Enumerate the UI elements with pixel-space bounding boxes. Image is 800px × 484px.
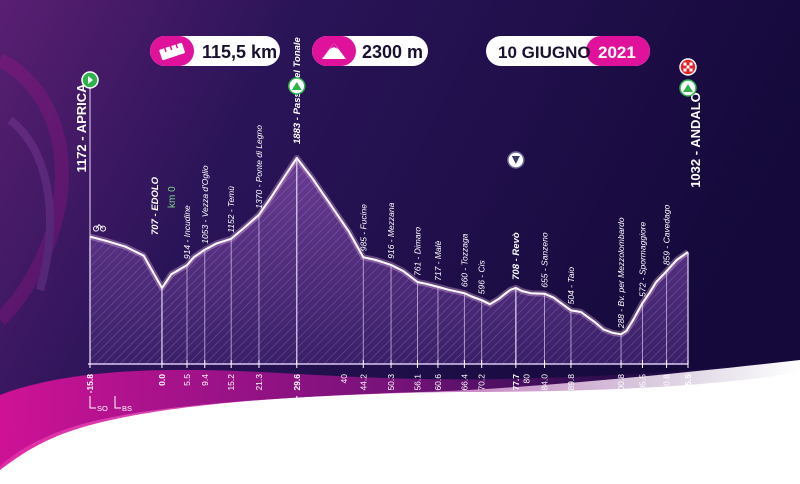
- km-tick-label: 80: [521, 374, 531, 384]
- km-tick-label: 15.2: [226, 374, 236, 391]
- km-ticks: -15.8 0.0 5.5 9.4 15.2 21.3 29.6 40 44.2 50.3 56.1…: [85, 374, 693, 396]
- direction-arrow: [89, 396, 96, 409]
- km-tick-label: 0.0: [157, 374, 167, 386]
- date-text: 10 GIUGNO: [498, 43, 591, 62]
- checker-square: [686, 65, 690, 69]
- location-label: 504 - Taio: [566, 267, 576, 305]
- location-label: 288 - Bv. per Mezzolombardo: [616, 217, 626, 329]
- location-label: 707 - EDOLO: [150, 176, 161, 235]
- km-tick-label: 9.4: [200, 374, 210, 386]
- checker-square: [689, 62, 693, 66]
- direction-label: TN: [304, 404, 314, 413]
- location-label: 596 - Cis: [477, 259, 487, 294]
- location-label: 660 - Tozzaga: [459, 233, 469, 287]
- km-tick-label: -15.8: [85, 374, 95, 394]
- profile-line: [89, 157, 689, 336]
- km-tick-label: 84.0: [540, 374, 550, 391]
- elevation-value: 2300 m: [362, 42, 423, 62]
- start-flag-icon: [81, 71, 99, 364]
- location-label: 655 - Sanzeno: [540, 232, 550, 288]
- location-label: 572 - Spormaggiore: [637, 221, 647, 296]
- location-label: 859 - Cavedago: [662, 204, 672, 265]
- decorative-swirl: [0, 53, 69, 325]
- direction-label: SO: [97, 404, 108, 413]
- location-label: 761 - Dimaro: [412, 227, 422, 276]
- km0-label: km 0: [167, 186, 178, 208]
- ruler-icon: [159, 42, 186, 61]
- bicycle-icon: [93, 223, 106, 232]
- elevation-badge: 2300 m: [312, 36, 428, 66]
- distance-badge: 115,5 km: [150, 36, 280, 66]
- checker-square: [683, 62, 687, 66]
- location-label: 717 - Malè: [433, 240, 443, 280]
- location-label: 708 - Revò: [511, 232, 522, 280]
- direction-arrow: [114, 396, 121, 409]
- km-tick-label: 56.1: [412, 374, 422, 391]
- km-tick-label: 5.5: [182, 374, 192, 386]
- wheel: [93, 225, 99, 232]
- km-tick-label: 70.2: [477, 374, 487, 391]
- location-label: 985 - Fucine: [358, 204, 368, 252]
- intermediate-sprint-icon: [507, 151, 525, 169]
- location-label: 916 - Mezzana: [386, 202, 396, 258]
- checker-square: [689, 68, 693, 72]
- km-tick-label: 115.5: [683, 374, 693, 395]
- km-tick-label: 66.4: [459, 374, 469, 391]
- location-label: 1370 - Ponte di Legno: [254, 125, 264, 209]
- frame: [95, 223, 104, 229]
- markers: [81, 58, 697, 364]
- location-label: 1172 - APRICA: [74, 83, 89, 173]
- gpm-mountain-icon: [679, 79, 697, 97]
- distance-value: 115,5 km: [202, 42, 277, 62]
- km-tick-label: 40: [339, 374, 349, 384]
- km-tick-label: 89.8: [566, 374, 576, 391]
- location-label: 1053 - Vezza d'Oglio: [200, 165, 210, 244]
- direction-arrow: [296, 396, 303, 409]
- road-direction-note: SO BS: [89, 396, 132, 413]
- location-label: 1152 - Temù: [226, 186, 236, 233]
- km-tick-label: 21.3: [254, 374, 264, 391]
- location-label: 914 - Incudine: [182, 205, 192, 259]
- km-tick-label: 110.8: [662, 374, 672, 395]
- location-label: 1032 - ANDALO: [688, 92, 703, 188]
- gpm-peak: [683, 84, 693, 92]
- wheel: [100, 225, 106, 232]
- km-tick-label: 77.7: [511, 374, 521, 391]
- profile-area: [88, 155, 690, 365]
- bottom-notes: SO BS TN: [89, 396, 314, 413]
- year-text: 2021: [598, 43, 636, 62]
- km-tick-label: 44.2: [358, 374, 368, 391]
- mountain-icon: [322, 43, 346, 59]
- km-tick-label: 50.3: [386, 374, 396, 391]
- gpm-peak: [291, 82, 302, 90]
- gpm-mountain-icon: [288, 77, 306, 95]
- start-arrow: [88, 76, 93, 84]
- profile-hatch: [90, 158, 688, 364]
- sprint-arrow: [511, 156, 520, 164]
- date-badge: 10 GIUGNO 2021: [486, 36, 650, 66]
- km-tick-label: 105.5: [637, 374, 647, 396]
- km-tick-label: 100.8: [616, 374, 626, 396]
- direction-label: BS: [122, 404, 132, 413]
- km-tick-label: 60.6: [433, 374, 443, 391]
- location-lines: [89, 158, 689, 368]
- checkered-flag-icon: [679, 58, 697, 76]
- km-tick-label: 29.6: [292, 374, 302, 391]
- road-direction-note: TN: [296, 396, 314, 413]
- checker-square: [683, 68, 687, 72]
